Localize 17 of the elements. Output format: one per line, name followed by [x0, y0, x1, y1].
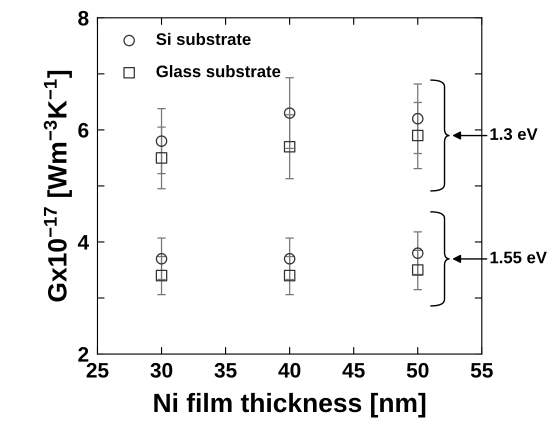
- text: 1.55 eV: [490, 252, 547, 264]
- x-axis-title: Ni film thickness [nm]: [154, 392, 426, 418]
- x-tick-label: 40: [278, 362, 300, 378]
- y-tick-label: 2: [78, 347, 88, 362]
- y-tick-label: 8: [78, 10, 89, 26]
- x-tick-label: 25: [86, 362, 108, 378]
- text: 1.3 eV: [490, 128, 538, 140]
- y-tick-label: 4: [78, 235, 90, 250]
- legend-label: Si substrate: [156, 32, 251, 46]
- x-tick-label: 30: [150, 362, 172, 378]
- y-tick-label: 6: [78, 122, 88, 138]
- x-tick-label: 45: [342, 363, 365, 378]
- x-tick-label: 50: [406, 362, 428, 378]
- legend-label: Glass substrate: [156, 65, 280, 78]
- y-axis-title: Gx10$^{−17}$ [Wm$^{−3}$K$^{−1}$]: [44, 70, 72, 302]
- x-tick-label: 55: [470, 363, 493, 378]
- x-tick-label: 35: [214, 362, 237, 378]
